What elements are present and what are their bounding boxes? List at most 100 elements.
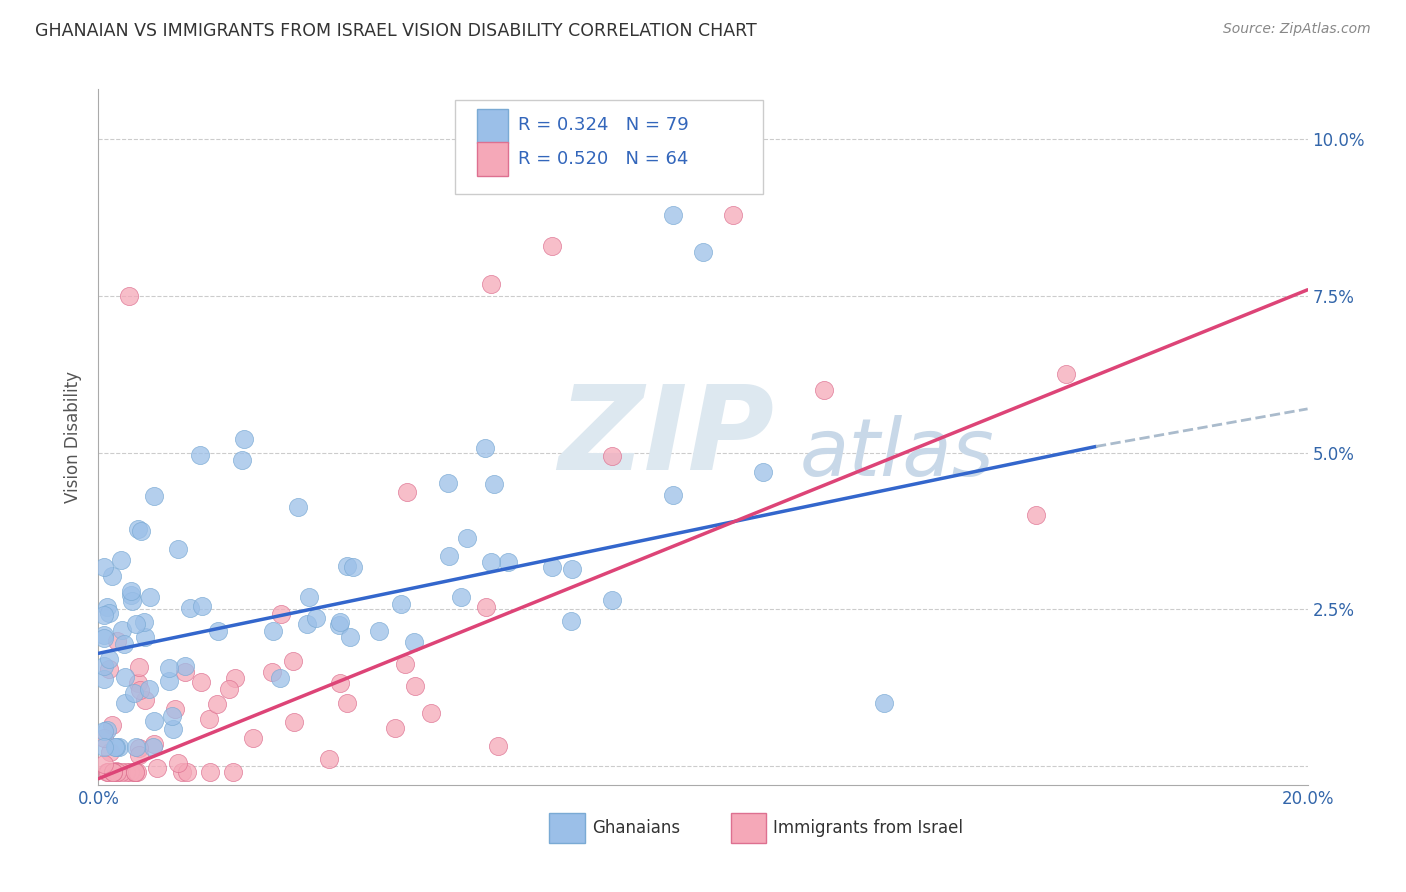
Point [134, 693, 156, 707]
Point [813, 384, 835, 398]
Point [482, 477, 505, 491]
Point [97, 765, 120, 780]
Point [111, 623, 134, 637]
Point [1054, 367, 1077, 381]
Point [93, 723, 115, 738]
Point [873, 696, 896, 710]
Point [342, 560, 364, 574]
Point [125, 765, 148, 780]
Point [157, 661, 180, 675]
Point [242, 731, 264, 746]
Point [1024, 508, 1046, 523]
Point [128, 741, 150, 756]
Point [115, 765, 138, 780]
Text: R = 0.520   N = 64: R = 0.520 N = 64 [517, 150, 689, 168]
Point [474, 441, 496, 455]
Point [496, 555, 519, 569]
Point [93, 631, 115, 645]
Point [269, 671, 291, 685]
Point [456, 531, 478, 545]
Point [96, 600, 118, 615]
Point [297, 617, 319, 632]
Point [224, 671, 246, 685]
Point [328, 617, 350, 632]
Point [114, 670, 136, 684]
Point [120, 765, 142, 780]
Point [540, 560, 562, 574]
Point [100, 569, 122, 583]
Point [205, 697, 228, 711]
Point [475, 600, 498, 615]
Point [270, 607, 292, 621]
Point [389, 597, 412, 611]
Point [127, 522, 149, 536]
Point [118, 289, 141, 303]
Point [174, 665, 197, 679]
Point [560, 614, 582, 628]
Point [110, 552, 132, 566]
Point [139, 590, 162, 604]
Text: R = 0.324   N = 79: R = 0.324 N = 79 [517, 116, 689, 135]
FancyBboxPatch shape [477, 142, 509, 177]
Point [97, 662, 120, 676]
Point [128, 683, 150, 698]
Point [481, 555, 503, 569]
Point [162, 722, 184, 736]
Point [114, 696, 136, 710]
Point [661, 208, 683, 222]
Point [188, 448, 211, 462]
Point [101, 765, 124, 780]
Point [127, 675, 149, 690]
Point [329, 676, 352, 690]
Point [420, 706, 443, 721]
Point [157, 673, 180, 688]
Point [98, 606, 121, 620]
Point [221, 765, 243, 780]
Point [93, 628, 115, 642]
Y-axis label: Vision Disability: Vision Disability [65, 371, 83, 503]
Point [125, 740, 148, 755]
Point [105, 764, 128, 779]
Point [318, 752, 340, 766]
Point [143, 714, 166, 728]
Point [124, 765, 146, 780]
Point [488, 739, 510, 753]
Point [120, 588, 142, 602]
Point [93, 559, 115, 574]
Point [146, 761, 169, 775]
Point [120, 584, 142, 599]
Point [142, 740, 165, 755]
Point [262, 624, 284, 638]
FancyBboxPatch shape [456, 100, 763, 194]
Point [101, 765, 124, 780]
Point [723, 208, 745, 222]
Point [170, 765, 193, 780]
Point [336, 696, 359, 710]
Point [368, 624, 391, 638]
Text: Immigrants from Israel: Immigrants from Israel [773, 819, 963, 837]
Point [191, 599, 214, 614]
Point [298, 590, 321, 604]
Point [98, 745, 121, 759]
Point [93, 672, 115, 686]
FancyBboxPatch shape [550, 813, 585, 844]
Point [143, 489, 166, 503]
Text: ZIP: ZIP [558, 380, 773, 494]
Point [101, 718, 124, 732]
Point [93, 740, 115, 755]
Point [112, 637, 135, 651]
Point [396, 485, 419, 500]
Point [93, 756, 115, 771]
Point [134, 631, 156, 645]
Point [124, 765, 146, 780]
Point [96, 723, 118, 737]
Point [561, 562, 583, 576]
Point [190, 674, 212, 689]
Point [281, 654, 304, 668]
Point [93, 659, 115, 673]
Point [138, 682, 160, 697]
Point [450, 591, 472, 605]
Point [162, 709, 184, 723]
FancyBboxPatch shape [477, 109, 509, 143]
Point [173, 658, 195, 673]
